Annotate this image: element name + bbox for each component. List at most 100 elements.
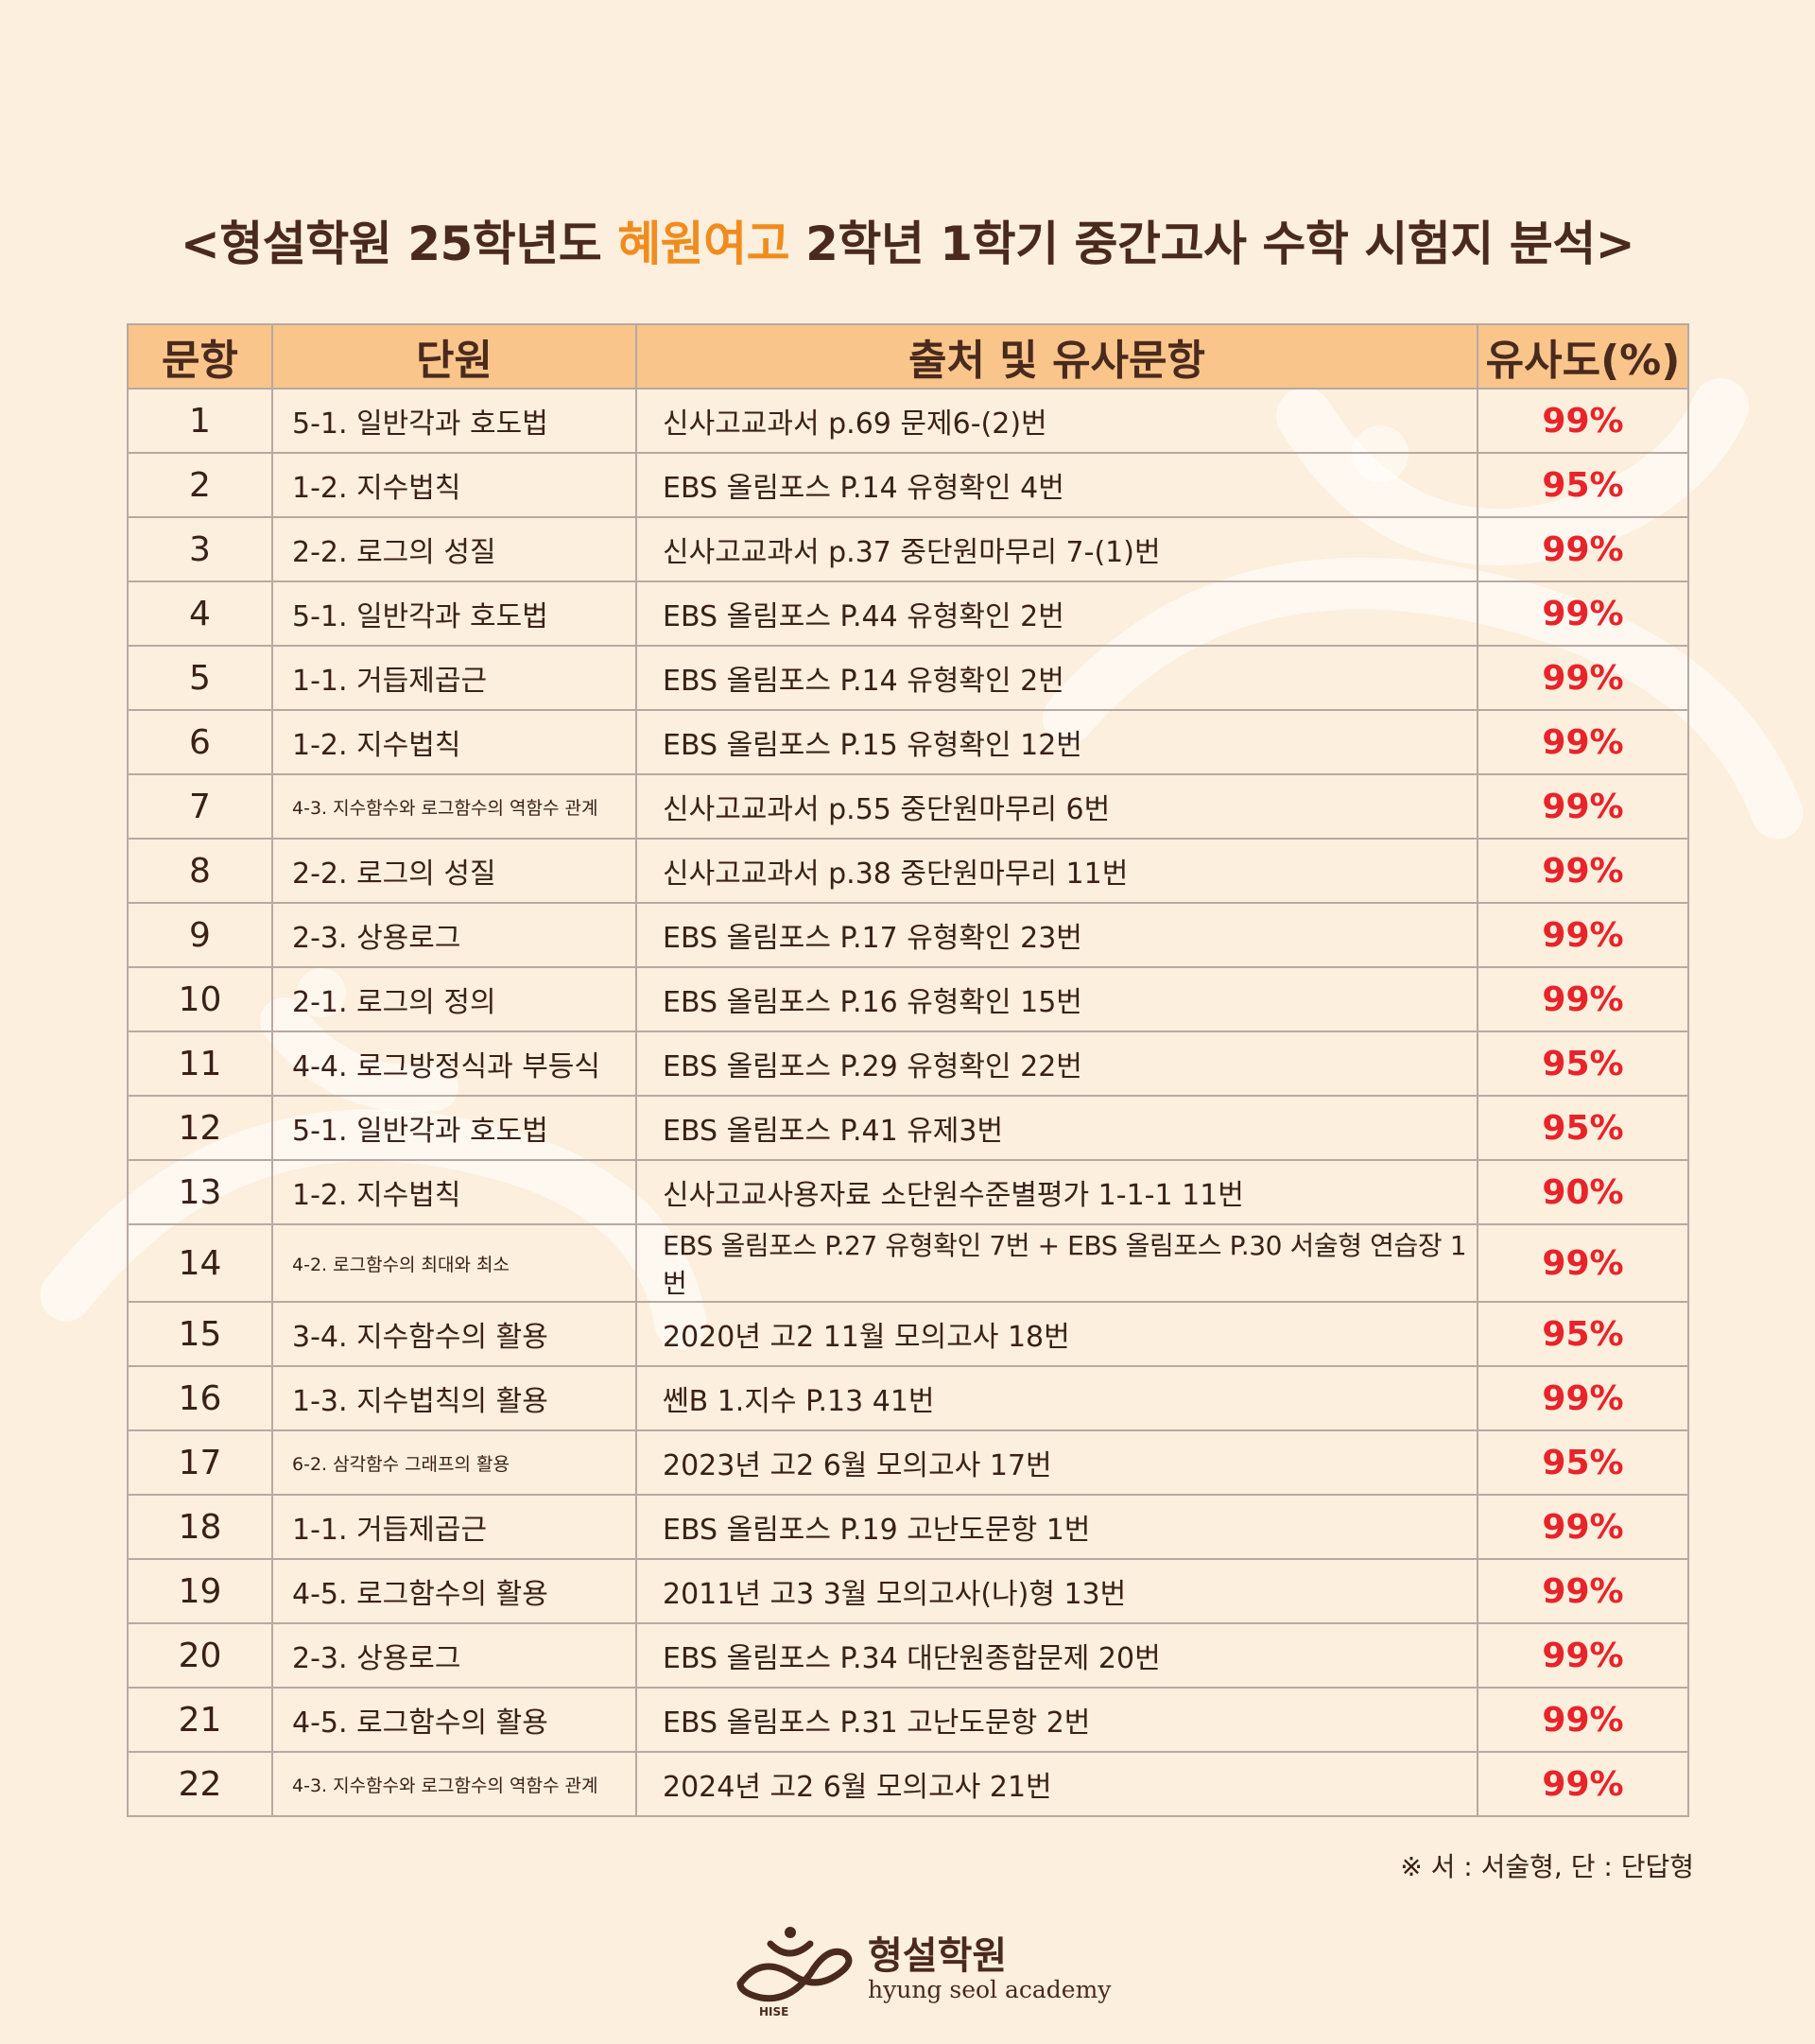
row-unit: 1-1. 거듭제곱근 <box>271 1494 637 1560</box>
row-number: 4 <box>127 580 273 647</box>
row-unit: 4-3. 지수함수와 로그함수의 역함수 관계 <box>271 1751 637 1817</box>
table-row: 18 1-1. 거듭제곱근 EBS 올림포스 P.19 고난도문항 1번 99% <box>127 1494 1689 1560</box>
row-similarity: 99% <box>1477 516 1689 582</box>
row-similarity: 99% <box>1477 1622 1689 1689</box>
row-similarity: 99% <box>1477 645 1689 711</box>
row-similarity: 99% <box>1477 1558 1689 1624</box>
header-source: 출처 및 유사문항 <box>635 323 1478 390</box>
row-source: 2024년 고2 6월 모의고사 21번 <box>635 1751 1478 1817</box>
row-unit: 4-3. 지수함수와 로그함수의 역함수 관계 <box>271 773 637 840</box>
legend-note: ※ 서 : 서술형, 단 : 단답형 <box>1400 1851 1694 1882</box>
row-source: EBS 올림포스 P.15 유형확인 12번 <box>635 709 1478 775</box>
row-source: 신사고교과서 p.38 중단원마무리 11번 <box>635 838 1478 904</box>
table-row: 5 1-1. 거듭제곱근 EBS 올림포스 P.14 유형확인 2번 99% <box>127 645 1689 711</box>
row-number: 21 <box>127 1687 273 1753</box>
table-row: 2 1-2. 지수법칙 EBS 올림포스 P.14 유형확인 4번 95% <box>127 452 1689 518</box>
header-similarity: 유사도(%) <box>1477 323 1689 390</box>
row-unit: 5-1. 일반각과 호도법 <box>271 580 637 647</box>
table-row: 22 4-3. 지수함수와 로그함수의 역함수 관계 2024년 고2 6월 모의고… <box>127 1751 1689 1817</box>
row-source: 신사고교과서 p.69 문제6-(2)번 <box>635 388 1478 454</box>
row-source: 2023년 고2 6월 모의고사 17번 <box>635 1429 1478 1496</box>
row-unit: 2-3. 상용로그 <box>271 902 637 968</box>
row-number: 15 <box>127 1301 273 1367</box>
row-number: 5 <box>127 645 273 711</box>
row-number: 20 <box>127 1622 273 1689</box>
row-similarity: 95% <box>1477 1031 1689 1097</box>
table-row: 15 3-4. 지수함수의 활용 2020년 고2 11월 모의고사 18번 95% <box>127 1301 1689 1367</box>
row-number: 7 <box>127 773 273 840</box>
row-source: EBS 올림포스 P.44 유형확인 2번 <box>635 580 1478 647</box>
row-similarity: 99% <box>1477 1687 1689 1753</box>
analysis-table: 문항 단원 출처 및 유사문항 유사도(%) 1 5-1. 일반각과 호도법 신사고… <box>127 323 1689 1817</box>
row-number: 22 <box>127 1751 273 1817</box>
title-suffix: 2학년 1학기 중간고사 수학 시험지 분석> <box>789 217 1635 271</box>
row-source: 신사고교과서 p.37 중단원마무리 7-(1)번 <box>635 516 1478 582</box>
row-source: 신사고교과서 p.55 중단원마무리 6번 <box>635 773 1478 840</box>
row-number: 16 <box>127 1365 273 1431</box>
table-row: 3 2-2. 로그의 성질 신사고교과서 p.37 중단원마무리 7-(1)번 99% <box>127 516 1689 582</box>
row-number: 17 <box>127 1429 273 1496</box>
row-unit: 4-5. 로그함수의 활용 <box>271 1687 637 1753</box>
row-similarity: 99% <box>1477 1365 1689 1431</box>
row-unit: 4-5. 로그함수의 활용 <box>271 1558 637 1624</box>
table-row: 19 4-5. 로그함수의 활용 2011년 고3 3월 모의고사(나)형 13번 9… <box>127 1558 1689 1624</box>
row-source: EBS 올림포스 P.41 유제3번 <box>635 1095 1478 1161</box>
row-number: 1 <box>127 388 273 454</box>
row-source: 2020년 고2 11월 모의고사 18번 <box>635 1301 1478 1367</box>
row-unit: 5-1. 일반각과 호도법 <box>271 1095 637 1161</box>
row-unit: 1-1. 거듭제곱근 <box>271 645 637 711</box>
row-source: 2011년 고3 3월 모의고사(나)형 13번 <box>635 1558 1478 1624</box>
academy-subtitle: hyung seol academy <box>868 1976 1112 2003</box>
row-unit: 5-1. 일반각과 호도법 <box>271 388 637 454</box>
row-similarity: 99% <box>1477 388 1689 454</box>
table-row: 16 1-3. 지수법칙의 활용 쎈B 1.지수 P.13 41번 99% <box>127 1365 1689 1431</box>
table-row: 12 5-1. 일반각과 호도법 EBS 올림포스 P.41 유제3번 95% <box>127 1095 1689 1161</box>
row-source: EBS 올림포스 P.14 유형확인 2번 <box>635 645 1478 711</box>
title-prefix: <형설학원 25학년도 <box>180 217 618 271</box>
table-row: 6 1-2. 지수법칙 EBS 올림포스 P.15 유형확인 12번 99% <box>127 709 1689 775</box>
row-unit: 4-2. 로그함수의 최대와 최소 <box>271 1223 637 1303</box>
row-number: 12 <box>127 1095 273 1161</box>
row-similarity: 95% <box>1477 1095 1689 1161</box>
row-number: 9 <box>127 902 273 968</box>
row-unit: 6-2. 삼각함수 그래프의 활용 <box>271 1429 637 1496</box>
row-number: 11 <box>127 1031 273 1097</box>
row-similarity: 99% <box>1477 580 1689 647</box>
title-school: 혜원여고 <box>617 217 790 271</box>
table-row: 14 4-2. 로그함수의 최대와 최소 EBS 올림포스 P.27 유형확인 7번… <box>127 1223 1689 1303</box>
row-similarity: 95% <box>1477 1429 1689 1496</box>
table-row: 17 6-2. 삼각함수 그래프의 활용 2023년 고2 6월 모의고사 17번 9… <box>127 1429 1689 1496</box>
row-unit: 2-2. 로그의 성질 <box>271 838 637 904</box>
row-source: EBS 올림포스 P.17 유형확인 23번 <box>635 902 1478 968</box>
table-row: 7 4-3. 지수함수와 로그함수의 역함수 관계 신사고교과서 p.55 중단원마… <box>127 773 1689 840</box>
row-similarity: 99% <box>1477 1751 1689 1817</box>
row-source: 신사고교사용자료 소단원수준별평가 1-1-1 11번 <box>635 1159 1478 1225</box>
row-similarity: 99% <box>1477 966 1689 1032</box>
row-similarity: 99% <box>1477 838 1689 904</box>
row-source: EBS 올림포스 P.34 대단원종합문제 20번 <box>635 1622 1478 1689</box>
header-unit: 단원 <box>271 323 637 390</box>
table-row: 4 5-1. 일반각과 호도법 EBS 올림포스 P.44 유형확인 2번 99% <box>127 580 1689 647</box>
row-unit: 2-3. 상용로그 <box>271 1622 637 1689</box>
row-similarity: 90% <box>1477 1159 1689 1225</box>
row-number: 8 <box>127 838 273 904</box>
row-unit: 1-3. 지수법칙의 활용 <box>271 1365 637 1431</box>
table-row: 13 1-2. 지수법칙 신사고교사용자료 소단원수준별평가 1-1-1 11번 90… <box>127 1159 1689 1225</box>
row-similarity: 99% <box>1477 1494 1689 1560</box>
academy-name: 형설학원 <box>868 1933 1008 1978</box>
row-unit: 2-1. 로그의 정의 <box>271 966 637 1032</box>
row-number: 13 <box>127 1159 273 1225</box>
row-unit: 4-4. 로그방정식과 부등식 <box>271 1031 637 1097</box>
row-source: 쎈B 1.지수 P.13 41번 <box>635 1365 1478 1431</box>
row-unit: 3-4. 지수함수의 활용 <box>271 1301 637 1367</box>
academy-logo-icon: HISE <box>736 1927 853 2018</box>
row-number: 19 <box>127 1558 273 1624</box>
row-source: EBS 올림포스 P.31 고난도문항 2번 <box>635 1687 1478 1753</box>
row-unit: 2-2. 로그의 성질 <box>271 516 637 582</box>
logo-mark-text: HISE <box>759 2005 788 2018</box>
page-title: <형설학원 25학년도 혜원여고 2학년 1학기 중간고사 수학 시험지 분석> <box>0 206 1815 274</box>
row-number: 10 <box>127 966 273 1032</box>
header-number: 문항 <box>127 323 273 390</box>
row-similarity: 99% <box>1477 773 1689 840</box>
row-similarity: 95% <box>1477 452 1689 518</box>
